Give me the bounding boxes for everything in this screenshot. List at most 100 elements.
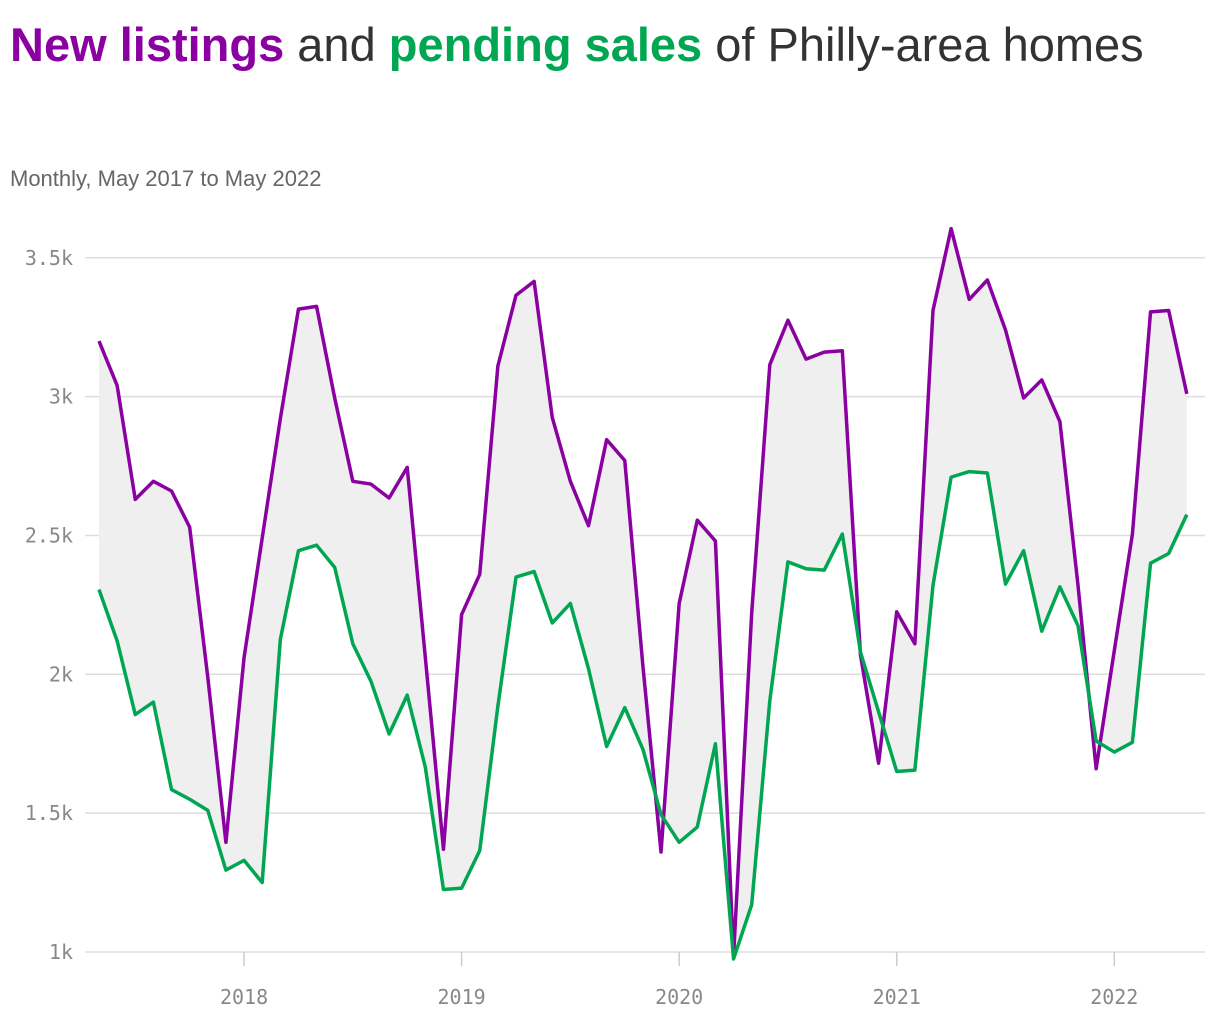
title-new-listings: New listings bbox=[10, 18, 285, 71]
pending-sales-point bbox=[857, 649, 863, 655]
new-listings-point bbox=[1093, 766, 1099, 772]
pending-sales-point bbox=[223, 867, 229, 873]
pending-sales-point bbox=[712, 741, 718, 747]
new-listings-point bbox=[821, 349, 827, 355]
new-listings-point bbox=[749, 610, 755, 616]
new-listings-point bbox=[604, 437, 610, 443]
new-listings-point bbox=[277, 416, 283, 422]
new-listings-point bbox=[223, 839, 229, 845]
title-rest: of Philly-area homes bbox=[702, 18, 1144, 71]
pending-sales-point bbox=[604, 744, 610, 750]
pending-sales-point bbox=[676, 839, 682, 845]
new-listings-point bbox=[1148, 309, 1154, 315]
pending-sales-point bbox=[132, 712, 138, 718]
pending-sales-point bbox=[1057, 584, 1063, 590]
pending-sales-point bbox=[513, 574, 519, 580]
pending-sales-point bbox=[1003, 581, 1009, 587]
pending-sales-point bbox=[169, 787, 175, 793]
new-listings-point bbox=[531, 278, 537, 284]
new-listings-point bbox=[1021, 395, 1027, 401]
x-tick-label: 2018 bbox=[220, 985, 268, 1009]
new-listings-point bbox=[513, 292, 519, 298]
pending-sales-point bbox=[96, 587, 102, 593]
pending-sales-point bbox=[495, 703, 501, 709]
new-listings-point bbox=[1166, 308, 1172, 314]
new-listings-point bbox=[404, 464, 410, 470]
pending-sales-line bbox=[97, 469, 1189, 961]
new-listings-point bbox=[803, 356, 809, 362]
pending-sales-point bbox=[332, 564, 338, 570]
pending-sales-point bbox=[567, 600, 573, 606]
x-tick-label: 2021 bbox=[873, 985, 921, 1009]
chart-title: New listings and pending sales of Philly… bbox=[10, 12, 1160, 78]
new-listings-point bbox=[966, 296, 972, 302]
new-listings-point bbox=[1039, 377, 1045, 383]
new-listings-point bbox=[1129, 531, 1135, 537]
new-listings-point bbox=[169, 488, 175, 494]
new-listings-point bbox=[205, 674, 211, 680]
pending-sales-point bbox=[350, 641, 356, 647]
pending-sales-point bbox=[658, 812, 664, 818]
pending-sales-point bbox=[1184, 512, 1190, 518]
pending-sales-point bbox=[1021, 548, 1027, 554]
chart-subtitle: Monthly, May 2017 to May 2022 bbox=[10, 166, 322, 191]
new-listings-point bbox=[712, 538, 718, 544]
new-listings-point bbox=[930, 308, 936, 314]
new-listings-point bbox=[332, 395, 338, 401]
pending-sales-point bbox=[440, 887, 446, 893]
new-listings-point bbox=[259, 535, 265, 541]
pending-sales-point bbox=[422, 764, 428, 770]
x-tick-label: 2019 bbox=[438, 985, 486, 1009]
y-tick-label: 3.5k bbox=[25, 246, 73, 270]
new-listings-point bbox=[586, 523, 592, 529]
pending-sales-point bbox=[622, 705, 628, 711]
new-listings-point bbox=[386, 495, 392, 501]
new-listings-point bbox=[440, 846, 446, 852]
new-listings-point bbox=[1003, 327, 1009, 333]
new-listings-point bbox=[948, 226, 954, 232]
pending-sales-point bbox=[640, 746, 646, 752]
x-tick-label: 2022 bbox=[1090, 985, 1138, 1009]
new-listings-point bbox=[314, 303, 320, 309]
new-listings-point bbox=[658, 849, 664, 855]
pending-sales-point bbox=[314, 542, 320, 548]
pending-sales-point bbox=[731, 956, 737, 962]
new-listings-point bbox=[114, 382, 120, 388]
pending-sales-point bbox=[259, 880, 265, 886]
gap-band bbox=[99, 228, 1187, 959]
pending-sales-point bbox=[150, 699, 156, 705]
pending-sales-point bbox=[894, 768, 900, 774]
pending-sales-point bbox=[1148, 560, 1154, 566]
pending-sales-point bbox=[549, 620, 555, 626]
pending-sales-point bbox=[694, 824, 700, 830]
new-listings-point bbox=[1075, 582, 1081, 588]
y-axis: 1k 1.5k 2k 2.5k 3k 3.5k bbox=[25, 246, 73, 964]
new-listings-point bbox=[187, 524, 193, 530]
new-listings-point bbox=[495, 363, 501, 369]
new-listings-point bbox=[676, 600, 682, 606]
pending-sales-point bbox=[1075, 623, 1081, 629]
new-listings-point bbox=[912, 641, 918, 647]
pending-sales-point bbox=[1111, 749, 1117, 755]
new-listings-point bbox=[241, 655, 247, 661]
pending-sales-point bbox=[586, 666, 592, 672]
pending-sales-point bbox=[767, 698, 773, 704]
pending-sales-point bbox=[477, 848, 483, 854]
pending-sales-point bbox=[277, 637, 283, 643]
pending-sales-point bbox=[1129, 739, 1135, 745]
title-pending-sales: pending sales bbox=[388, 18, 703, 71]
new-listings-point bbox=[694, 517, 700, 523]
new-listings-point bbox=[622, 457, 628, 463]
pending-sales-point bbox=[930, 582, 936, 588]
new-listings-point bbox=[96, 338, 102, 344]
new-listings-point bbox=[150, 478, 156, 484]
pending-sales-point bbox=[114, 638, 120, 644]
pending-sales-point bbox=[803, 566, 809, 572]
new-listings-point bbox=[132, 496, 138, 502]
new-listings-point bbox=[839, 348, 845, 354]
new-listings-point bbox=[422, 655, 428, 661]
pending-sales-point bbox=[205, 807, 211, 813]
pending-sales-point bbox=[459, 885, 465, 891]
pending-sales-point bbox=[984, 470, 990, 476]
